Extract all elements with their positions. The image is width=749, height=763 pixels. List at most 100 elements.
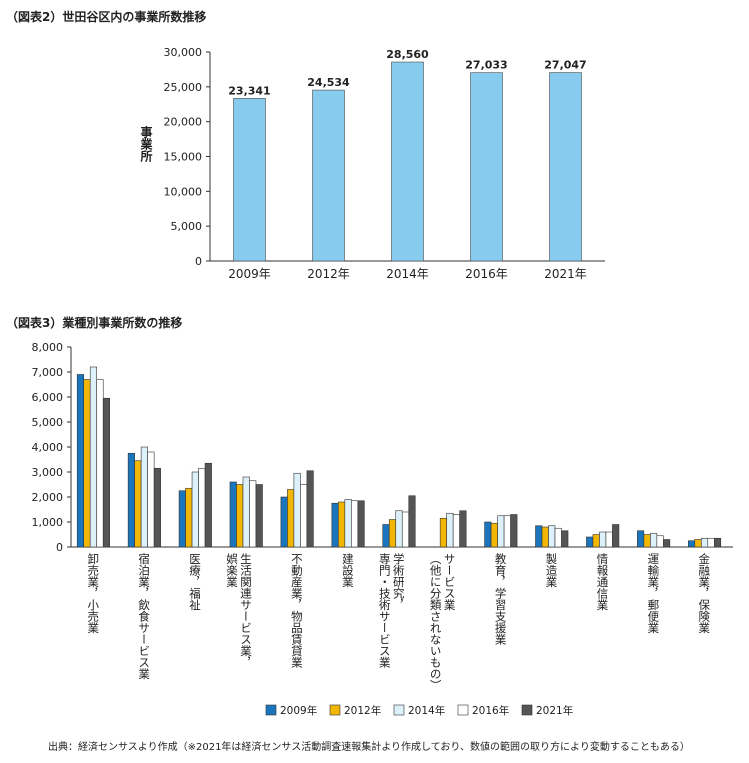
chart2-x-tick-label: 医療，福祉: [188, 553, 202, 611]
chart2-x-tick-label: 学術研究，: [392, 552, 406, 610]
chart2-x-tick-label: （他に分類されないもの）: [429, 553, 443, 691]
chart2-bar: [357, 500, 365, 548]
chart2-x-tick-label: 専門・技術サービス業: [378, 553, 392, 668]
chart1-y-tick-label: 10,000: [164, 185, 203, 198]
chart2-bar: [439, 517, 447, 548]
chart2-bar: [605, 531, 613, 548]
chart2-bar: [446, 512, 454, 548]
chart2-x-tick-label: 卸売業，小売業: [86, 552, 100, 633]
chart1-bar: [233, 98, 266, 262]
chart2-bar: [388, 519, 397, 548]
chart1-data-label: 28,560: [386, 48, 429, 61]
chart2-bar: [694, 539, 702, 548]
chart2-bar: [236, 484, 244, 548]
chart1-y-tick-label: 20,000: [164, 116, 203, 129]
chart2-bar: [408, 495, 416, 548]
chart1-bar: [549, 72, 582, 262]
chart2-y-tick-label: 6,000: [32, 391, 64, 404]
chart2-y-tick-label: 2,000: [32, 491, 64, 504]
chart2-bar: [637, 530, 645, 548]
chart2-bar: [700, 537, 709, 548]
chart2-bar: [153, 467, 161, 548]
chart2-x-tick-label: 教育，学習支援業: [494, 552, 508, 645]
chart2-bar: [140, 446, 148, 548]
chart2-bar: [382, 524, 390, 548]
chart2-bar: [484, 521, 492, 548]
chart2-x-tick-label: 情報通信業: [595, 553, 609, 611]
chart2-bar: [83, 379, 91, 548]
chart1-x-tick-label: 2009年: [228, 267, 271, 281]
chart1-x-tick-label: 2016年: [465, 267, 508, 281]
chart1-x-tick-label: 2012年: [307, 267, 350, 281]
chart1-y-tick-label: 25,000: [164, 81, 203, 94]
chart2-x-tick-label: 生活関連サービス業，: [239, 552, 253, 668]
chart1-y-tick-label: 5,000: [171, 220, 203, 233]
chart1-y-tick-label: 0: [195, 255, 202, 268]
chart2-bar: [287, 489, 295, 548]
chart2-bar: [663, 539, 671, 548]
chart1-area: 0 5,000 10,000 15,000 20,000 25,000 30,000 事業所 2…: [139, 46, 605, 281]
chart2-x-tick-label: 不動産業，物品賃貸業: [290, 553, 304, 668]
chart2-bar: [586, 536, 594, 548]
chart2-bar: [249, 480, 257, 548]
chart2-legend-label: 2014年: [408, 704, 445, 717]
chart1-bar: [470, 72, 503, 262]
chart2-x-tick-label: 建設業: [341, 552, 355, 587]
chart2-bar: [707, 537, 715, 548]
chart2-bar: [592, 534, 600, 548]
chart2-bar: [490, 522, 498, 548]
chart2-legend-label: 2021年: [536, 704, 573, 717]
chart2-bar: [395, 510, 403, 548]
chart2-y-tick-label: 8,000: [32, 341, 64, 354]
chart2-bar: [89, 366, 98, 548]
chart2-bar: [280, 496, 288, 548]
chart2-bar: [204, 462, 212, 548]
chart2-x-tick-label: 娯楽業: [225, 552, 239, 587]
chart2-bar: [554, 527, 562, 548]
chart2-x-tick-label: 運輸業，郵便業: [646, 553, 660, 634]
chart2-bar: [599, 531, 607, 548]
chart1-data-label: 24,534: [307, 76, 350, 89]
chart2-bar: [459, 510, 467, 548]
chart2-bar: [510, 514, 518, 548]
chart2-legend-swatch: [393, 704, 405, 716]
chart2-legend-label: 2012年: [344, 704, 381, 717]
chart1-data-label: 23,341: [228, 84, 270, 97]
source-footnote: 出典：経済センサスより作成（※2021年は経済センサス活動調査速報集計より作成し…: [48, 742, 690, 753]
chart2-legend-swatch: [521, 704, 533, 716]
chart2-bar: [134, 460, 142, 548]
chart1-y-tick-label: 30,000: [164, 46, 203, 59]
chart2-legend-swatch: [457, 704, 469, 716]
chart2-bar: [713, 537, 722, 548]
chart2-bar: [255, 484, 263, 548]
chart2-title: （図表3）業種別事業所数の推移: [6, 316, 183, 330]
chart2-y-tick-label: 3,000: [32, 466, 64, 479]
chart1-data-label: 27,047: [544, 59, 586, 72]
chart1-data-label: 27,033: [465, 59, 507, 72]
chart2-bar: [242, 476, 250, 548]
chart1-x-tick-label: 2021年: [544, 267, 587, 281]
chart2-legend-label: 2016年: [472, 704, 509, 717]
chart2-x-tick-label: 宿泊業，飲食サービス業: [137, 552, 151, 679]
chart1-y-axis-label: 事業所: [139, 125, 153, 163]
chart2-bar: [229, 481, 237, 548]
chart2-bar: [102, 397, 111, 548]
chart2-bar: [401, 511, 410, 548]
chart2-bar: [503, 515, 511, 548]
chart2-bar: [127, 452, 135, 548]
chart2-x-tick-label: 金融業，保険業: [697, 552, 711, 633]
chart2-bar: [338, 501, 346, 548]
chart2-y-tick-label: 4,000: [32, 441, 64, 454]
chart2-bar: [300, 484, 308, 548]
chart2-bar: [497, 515, 505, 548]
chart2-x-tick-label: 製造業: [545, 552, 559, 587]
chart2-bar: [178, 490, 186, 548]
chart1-bar: [312, 89, 345, 262]
chart2-bar: [351, 500, 359, 548]
chart2-bar: [656, 535, 664, 548]
chart2-bar: [344, 499, 352, 548]
chart2-bar: [535, 525, 543, 548]
chart2-bar: [612, 524, 620, 548]
chart2-bar: [293, 472, 301, 548]
chart1-x-tick-label: 2014年: [386, 267, 429, 281]
